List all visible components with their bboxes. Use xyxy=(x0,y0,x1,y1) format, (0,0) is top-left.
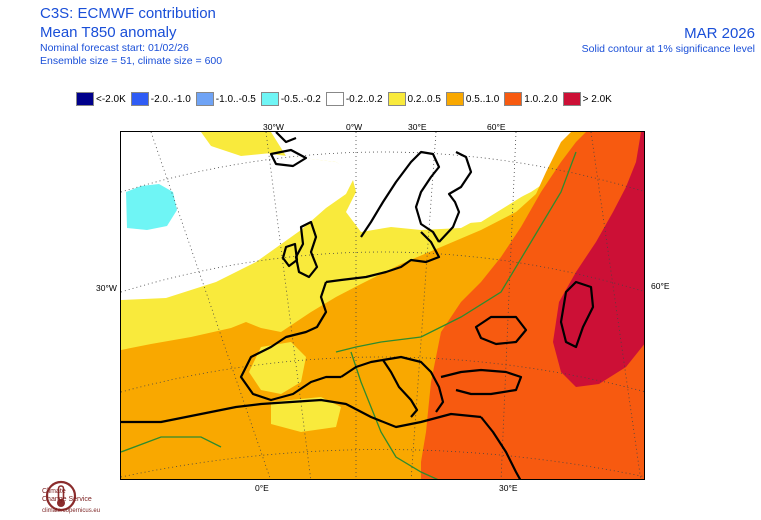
anomaly-map-svg xyxy=(121,132,644,479)
coast-greenland xyxy=(275,132,297,144)
graticule-line xyxy=(150,132,271,479)
legend-label: 1.0..2.0 xyxy=(524,93,558,105)
legend-item-8: 1.0..2.0 xyxy=(504,92,558,106)
legend-label: > 2.0K xyxy=(582,93,612,105)
graticule-line xyxy=(590,132,642,479)
legend-label: <-2.0K xyxy=(96,93,126,105)
logo-text: Climate Change Service xyxy=(42,488,92,504)
lon-label-top-0w: 0°W xyxy=(346,122,363,132)
graticule xyxy=(121,132,644,479)
legend-item-2: -2.0..-1.0 xyxy=(130,92,191,106)
lon-label-bottom-0e: 0°E xyxy=(255,483,269,493)
legend-item-6: 0.2..0.5 xyxy=(387,92,441,106)
legend-item-1: <-2.0K xyxy=(76,92,126,106)
legend-swatch xyxy=(387,92,406,106)
logo-line1: Climate xyxy=(42,488,66,495)
legend-swatch xyxy=(195,92,214,106)
legend-label: -2.0..-1.0 xyxy=(150,93,191,105)
forecast-start: Nominal forecast start: 01/02/26 xyxy=(40,42,189,54)
legend-swatch xyxy=(130,92,149,106)
anomaly-region-neutral-west xyxy=(121,132,331,296)
legend-label: -0.2..0.2 xyxy=(345,93,383,105)
copernicus-logo-icon xyxy=(45,480,77,512)
legend-item-4: -0.5..-0.2 xyxy=(260,92,321,106)
legend-label: 0.5..1.0 xyxy=(465,93,500,105)
lon-label-right-60e: 60°E xyxy=(651,281,670,291)
lon-label-top-60e: 60°E xyxy=(487,122,506,132)
header-left: C3S: ECMWF contribution Mean T850 anomal… xyxy=(40,4,222,68)
legend-label: -1.0..-0.5 xyxy=(215,93,256,105)
legend-label: -0.5..-0.2 xyxy=(280,93,321,105)
anomaly-region-yellow-africa xyxy=(271,397,341,432)
anomaly-region-red xyxy=(421,132,644,479)
anomaly-region-neutral-north xyxy=(271,132,576,232)
coast-caspian xyxy=(559,280,595,349)
coast-adriatic xyxy=(382,355,445,413)
legend-item-9: > 2.0K xyxy=(562,92,612,106)
legend-swatch xyxy=(325,92,344,106)
coast-north-africa xyxy=(121,398,482,429)
anomaly-map xyxy=(120,131,645,480)
coast-black-sea xyxy=(474,315,528,346)
lon-label-top-30w: 30°W xyxy=(263,122,284,132)
graticule-line xyxy=(121,356,644,393)
coast-britain xyxy=(294,220,319,279)
anomaly-region-darkred xyxy=(553,132,644,387)
coast-turkey xyxy=(440,368,523,396)
anomaly-region-yellow-north xyxy=(191,132,301,156)
lon-label-left-30w: 30°W xyxy=(96,283,117,293)
legend-label: 0.2..0.5 xyxy=(407,93,441,105)
coast-finland xyxy=(438,151,473,243)
legend-item-5: -0.2..0.2 xyxy=(325,92,383,106)
anomaly-region-cyan-2 xyxy=(126,184,177,230)
forecast-month: MAR 2026 xyxy=(684,25,755,42)
coastlines xyxy=(121,132,595,479)
legend-swatch xyxy=(76,92,94,106)
legend-item-3: -1.0..-0.5 xyxy=(195,92,256,106)
coast-baltic xyxy=(325,231,441,284)
contour-note: Solid contour at 1% significance level xyxy=(581,43,755,55)
color-legend: <-2.0K -2.0..-1.0 -1.0..-0.5 -0.5..-0.2 … xyxy=(76,92,617,106)
contour-line xyxy=(121,436,222,453)
significance-contour xyxy=(121,151,577,479)
coast-red-sea xyxy=(480,416,522,479)
title-line1: C3S: ECMWF contribution xyxy=(40,5,216,22)
coast-iberia-france xyxy=(239,281,341,402)
coast-iceland xyxy=(269,148,308,168)
legend-swatch xyxy=(445,92,464,106)
title-line2: Mean T850 anomaly xyxy=(40,24,177,41)
header-right: MAR 2026 Solid contour at 1% significanc… xyxy=(582,24,755,56)
logo-line2: Change Service xyxy=(42,496,92,503)
legend-item-7: 0.5..1.0 xyxy=(445,92,500,106)
lon-label-bottom-30e: 30°E xyxy=(499,483,518,493)
legend-swatch xyxy=(504,92,523,106)
coast-scandinavia xyxy=(360,150,441,243)
contour-line xyxy=(350,351,439,479)
logo-url: climate.copernicus.eu xyxy=(42,508,101,514)
ensemble-size: Ensemble size = 51, climate size = 600 xyxy=(40,55,223,67)
lon-label-top-30e: 30°E xyxy=(408,122,427,132)
contour-line xyxy=(335,151,577,353)
legend-swatch xyxy=(562,92,581,106)
coast-italy xyxy=(340,358,419,418)
legend-swatch xyxy=(260,92,279,106)
anomaly-region-yellow-south xyxy=(249,342,306,394)
coast-ireland xyxy=(281,242,299,268)
